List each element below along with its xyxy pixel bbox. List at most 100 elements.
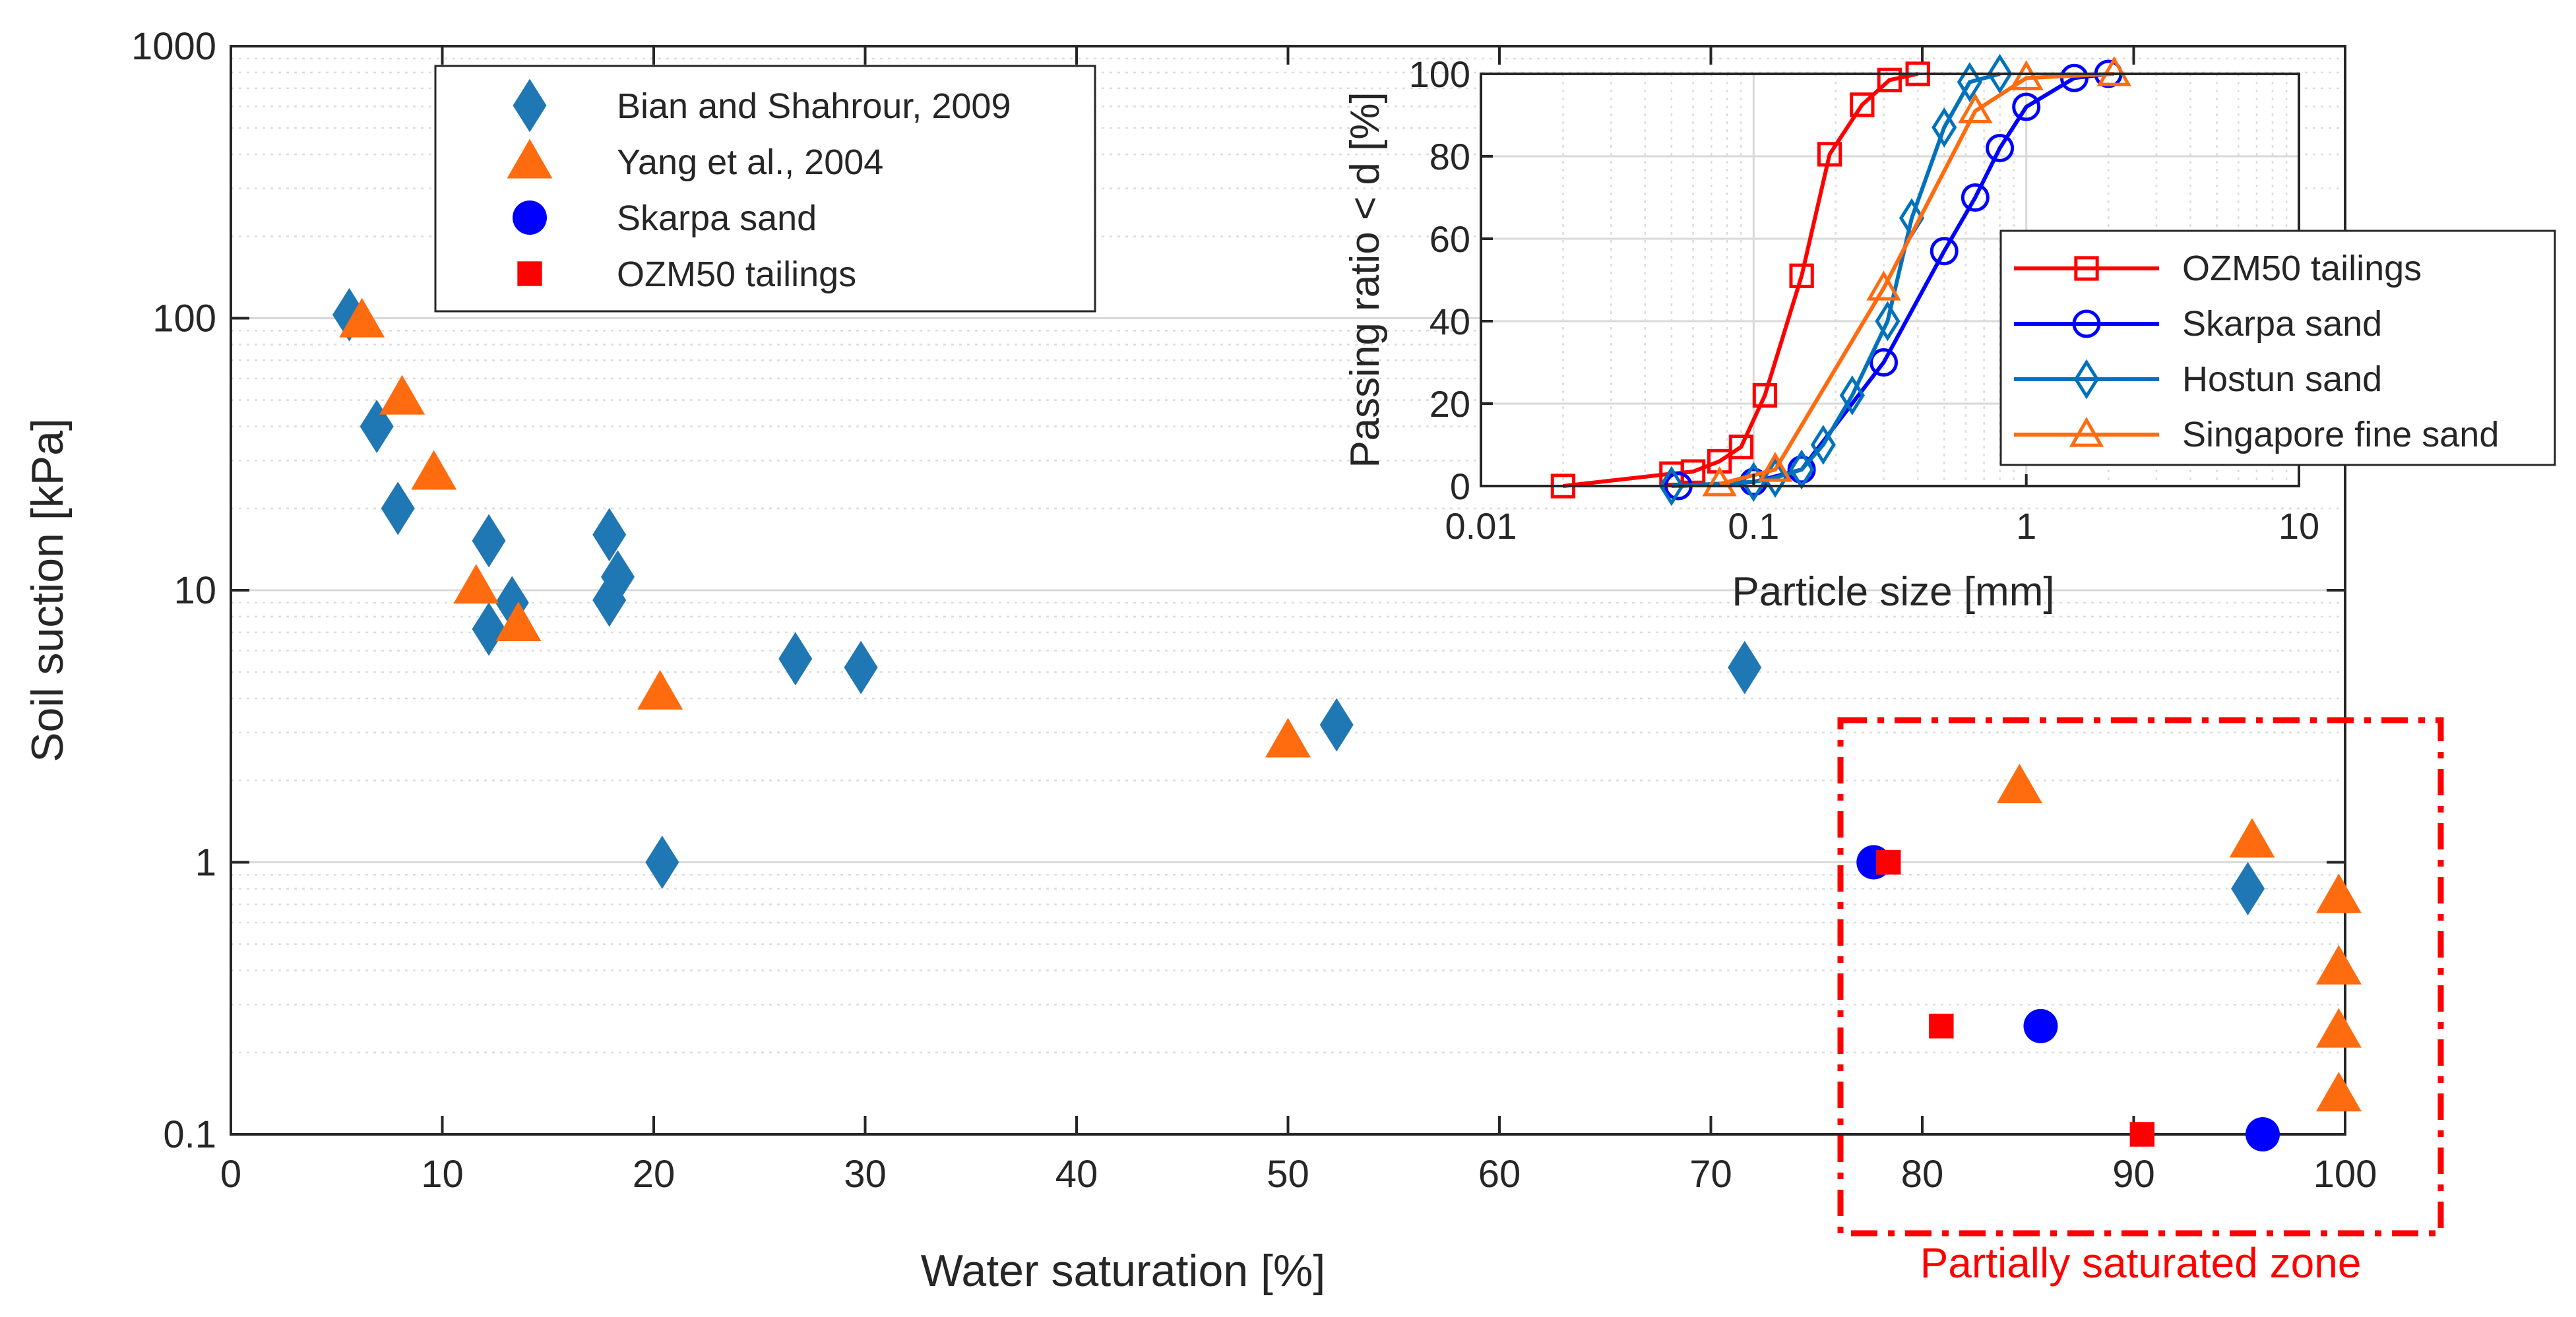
inset-x-tick-label: 10 [2278, 505, 2319, 547]
data-point-triangle [1996, 764, 2042, 804]
main-x-axis-label: Water saturation [%] [921, 1246, 1326, 1296]
inset-data-point [1680, 459, 1706, 484]
data-point-square [1929, 1014, 1954, 1039]
inset-legend-marker [2074, 256, 2099, 281]
inset-legend-marker [2072, 309, 2101, 338]
x-tick-label: 20 [633, 1153, 675, 1196]
inset-data-point [1866, 270, 1901, 301]
data-point-diamond [472, 514, 506, 568]
legend-entry: OZM50 tailings [617, 255, 856, 294]
inset-y-tick-label: 40 [1429, 301, 1470, 342]
x-tick-label: 40 [1055, 1153, 1098, 1196]
legend-entry: Skarpa sand [617, 199, 817, 238]
inset-chart-series [1550, 53, 2132, 506]
inset-legend-entry: Hostun sand [2182, 359, 2382, 399]
data-point-diamond [645, 836, 679, 889]
inset-data-point [1817, 142, 1842, 167]
x-tick-label: 50 [1267, 1153, 1309, 1196]
partially-saturated-zone-label: Partially saturated zone [1920, 1239, 2362, 1287]
legend-entry: Bian and Shahrour, 2009 [617, 86, 1011, 126]
main-chart-frame [230, 45, 2346, 1136]
data-point-square [2129, 1122, 2155, 1147]
inset-data-point [1877, 67, 1902, 93]
zone-border [1837, 717, 2444, 1237]
data-point-diamond [601, 550, 635, 604]
legend-marker [513, 200, 547, 235]
y-tick-label: 1 [195, 842, 216, 884]
data-point-diamond [2231, 861, 2265, 915]
legend-marker [513, 78, 547, 133]
data-point-circle [2023, 1008, 2058, 1043]
data-point-triangle [2315, 1072, 2362, 1112]
inset-data-point [1987, 53, 2013, 94]
data-point-triangle [1265, 718, 1311, 758]
main-chart-legend: Bian and Shahrour, 2009 Yang et al., 2004… [434, 65, 1096, 313]
inset-data-point [2009, 60, 2044, 90]
inset-data-point [2012, 92, 2041, 121]
inset-data-point [1961, 183, 1990, 212]
inset-legend-entry: Skarpa sand [2182, 304, 2382, 344]
data-point-triangle [2229, 818, 2275, 858]
inset-data-point [1789, 263, 1814, 288]
inset-chart-legend: OZM50 tailings Skarpa sand Hostun sand Sing… [1999, 230, 2556, 466]
data-point-diamond [381, 481, 415, 536]
inset-data-point [1932, 107, 1957, 148]
inset-legend-marker [2069, 417, 2104, 447]
inset-y-tick-label: 80 [1429, 136, 1470, 177]
data-point-diamond [844, 640, 878, 694]
inset-y-tick-label: 100 [1409, 53, 1470, 95]
inset-y-tick-label: 20 [1429, 383, 1470, 425]
inset-y-axis-label: Passing ratio < d [%] [1342, 92, 1388, 468]
data-point-diamond [1728, 640, 1762, 694]
x-tick-label: 90 [2112, 1153, 2155, 1196]
inset-data-point [1702, 466, 1737, 497]
main-y-axis-label: Soil suction [kPa] [22, 418, 73, 762]
data-point-circle [2246, 1117, 2280, 1151]
x-tick-label: 0 [220, 1153, 241, 1196]
inset-data-point [1958, 93, 1993, 123]
inset-legend-entry: OZM50 tailings [2182, 249, 2422, 288]
inset-data-point [1986, 134, 2015, 162]
data-point-square [1876, 849, 1901, 875]
partially-saturated-zone [1837, 717, 2444, 1237]
data-point-triangle [2315, 944, 2362, 985]
x-tick-label: 80 [1901, 1153, 1944, 1196]
inset-x-axis-label: Particle size [mm] [1732, 569, 2054, 615]
inset-data-point [1757, 452, 1793, 482]
inset-x-tick-label: 0.1 [1728, 505, 1779, 547]
inset-legend-marker [2073, 359, 2100, 400]
inset-data-point [1957, 62, 1982, 102]
inset-y-tick-label: 0 [1450, 466, 1470, 507]
data-point-triangle [2315, 1008, 2362, 1048]
inset-data-point [1752, 383, 1778, 408]
x-tick-label: 100 [2313, 1153, 2377, 1196]
data-point-triangle [495, 601, 542, 642]
inset-data-point [2096, 56, 2132, 86]
y-tick-label: 0.1 [163, 1113, 216, 1156]
x-tick-label: 30 [844, 1153, 887, 1196]
data-point-triangle [379, 375, 425, 415]
legend-marker [507, 138, 553, 179]
inset-data-point [1839, 375, 1865, 415]
data-point-triangle [637, 669, 683, 710]
data-point-diamond [1319, 698, 1354, 752]
inset-data-point [1869, 348, 1899, 377]
main-chart-data-points [332, 288, 2362, 1151]
x-tick-label: 10 [421, 1153, 464, 1196]
x-tick-label: 60 [1478, 1153, 1521, 1196]
inset-x-tick-label: 1 [2016, 505, 2036, 547]
inset-data-point [1850, 92, 1875, 117]
data-point-diamond [778, 632, 813, 686]
inset-y-tick-label: 60 [1429, 218, 1470, 260]
inset-data-point [1930, 237, 1959, 266]
y-tick-label: 1000 [131, 25, 216, 68]
data-point-triangle [453, 564, 499, 604]
data-point-triangle [339, 297, 385, 338]
inset-data-point [1728, 434, 1754, 460]
y-tick-label: 10 [173, 569, 216, 612]
inset-data-point [1810, 425, 1836, 465]
inset-data-point [1658, 466, 1685, 506]
